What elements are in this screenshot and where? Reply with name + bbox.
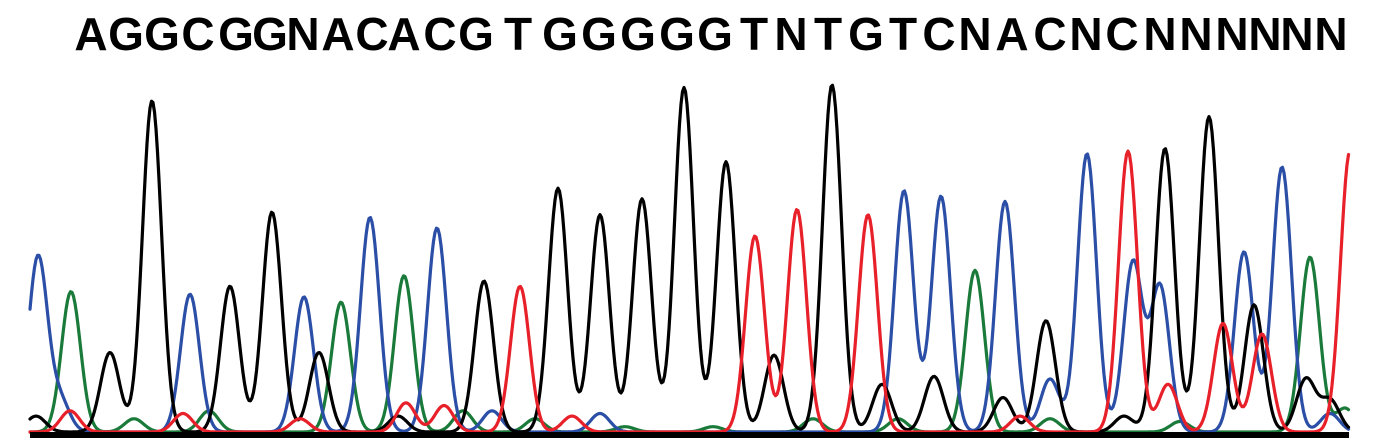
base-call-letter: A bbox=[995, 8, 1028, 60]
base-call-letter: G bbox=[848, 8, 884, 60]
base-call-letter: G bbox=[144, 8, 180, 60]
base-call-letter: A bbox=[321, 8, 354, 60]
trace-group bbox=[28, 83, 1351, 434]
base-call-letter: N bbox=[1248, 8, 1281, 60]
base-call-letter: C bbox=[355, 8, 388, 60]
base-call-letter: N bbox=[286, 8, 319, 60]
base-call-letter: A bbox=[74, 8, 107, 60]
base-call-letter: C bbox=[423, 8, 456, 60]
base-call-letter: G bbox=[542, 8, 578, 60]
base-call-letter: C bbox=[1105, 8, 1138, 60]
base-call-letter: G bbox=[620, 8, 656, 60]
trace-g bbox=[28, 83, 1351, 434]
base-call-letter: N bbox=[1314, 8, 1347, 60]
base-call-letter: T bbox=[814, 8, 842, 60]
base-call-letter: A bbox=[387, 8, 420, 60]
base-call-letter: T bbox=[504, 8, 532, 60]
base-call-letter: G bbox=[458, 8, 494, 60]
base-call-letter: G bbox=[252, 8, 288, 60]
base-call-letter: G bbox=[697, 8, 733, 60]
base-call-letter: C bbox=[1033, 8, 1066, 60]
chromatogram-plot bbox=[28, 83, 1351, 438]
base-call-letter: T bbox=[889, 8, 917, 60]
base-call-letter: G bbox=[218, 8, 254, 60]
base-call-letter: N bbox=[1179, 8, 1212, 60]
base-call-letter: N bbox=[1280, 8, 1313, 60]
base-call-letter: N bbox=[1143, 8, 1176, 60]
base-call-letter: G bbox=[108, 8, 144, 60]
base-call-letter: T bbox=[740, 8, 768, 60]
base-call-letter: G bbox=[581, 8, 617, 60]
base-call-sequence: A G G C GGN A CA C G T G G G G G T N T G T C N A C N C N N N NN N bbox=[74, 8, 1347, 60]
base-call-letter: N bbox=[958, 8, 991, 60]
base-call-letter: N bbox=[774, 8, 807, 60]
base-call-letter: C bbox=[922, 8, 955, 60]
base-call-letter: N bbox=[1215, 8, 1248, 60]
base-call-letter: G bbox=[659, 8, 695, 60]
base-call-letter: C bbox=[181, 8, 214, 60]
base-call-letter: N bbox=[1069, 8, 1102, 60]
